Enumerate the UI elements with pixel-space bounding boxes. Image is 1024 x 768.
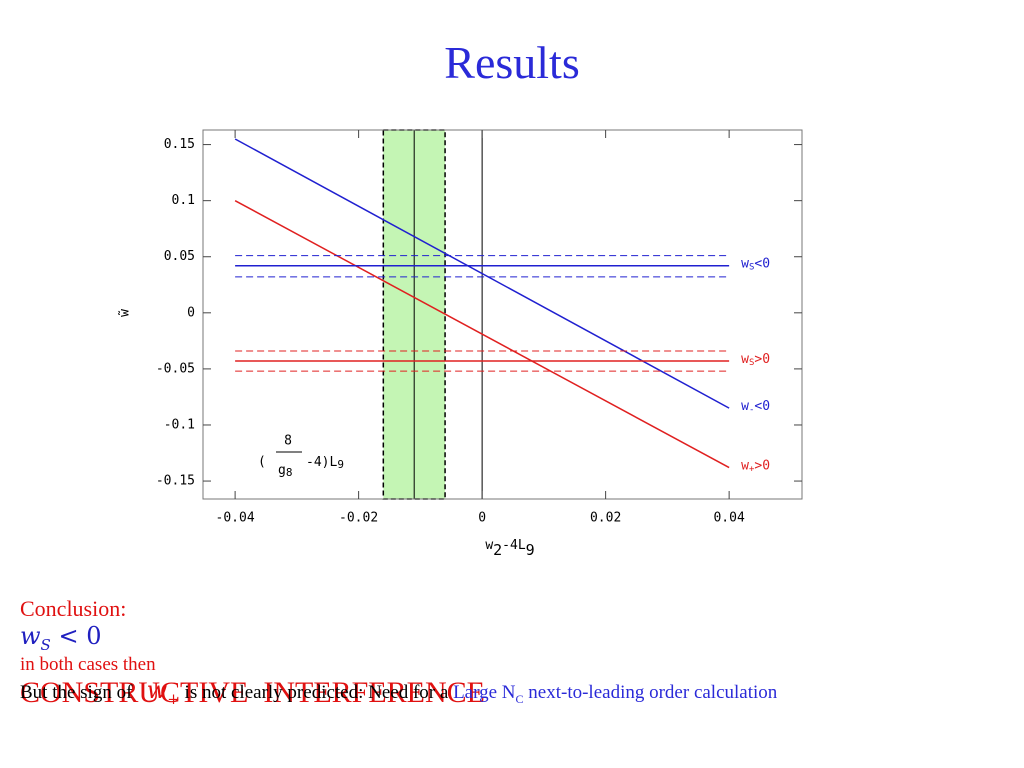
chart: -0.04 -0.02 0 0.02 0.04-0.15-0.1-0.0500.050.…	[118, 129, 803, 559]
y-tick-label: -0.05	[156, 361, 195, 376]
y-tick-label: 0	[187, 305, 195, 320]
conclusion-middle: in both cases then	[20, 653, 156, 675]
series-label: wS<0	[741, 256, 770, 272]
highlight-post: next-to-leading order calculation	[528, 682, 778, 703]
label-base: w	[741, 458, 749, 473]
conclusion-label: Conclusion:	[20, 596, 127, 621]
frame	[202, 129, 803, 500]
math-sub: +	[167, 689, 180, 708]
y-tick-label: -0.15	[156, 474, 195, 489]
x-tick-label: 0.04	[713, 511, 744, 526]
label-rest: >0	[754, 458, 770, 473]
math-rest: < 0	[58, 622, 102, 650]
y-tick-label: 0.1	[172, 193, 195, 208]
label-rest: <0	[754, 399, 770, 414]
slide-title: Results	[444, 37, 580, 88]
note-highlight: Large NC next-to-leading order calculati…	[453, 682, 778, 706]
label-sub: S	[749, 358, 754, 368]
rest-sub: 9	[337, 458, 344, 471]
series-label: w-<0	[741, 399, 770, 415]
label-rest: >0	[754, 352, 770, 367]
conclusion-emphasis: CONSTRUCTIVE INTERFERENCE	[20, 675, 485, 709]
rest-base: -4)L	[306, 455, 337, 470]
label-rest: <0	[754, 256, 770, 271]
label-base: w	[741, 256, 749, 271]
x-axis-label: w2-4L9	[485, 538, 534, 559]
x-tick-label: -0.02	[339, 511, 378, 526]
math-sub: S	[40, 635, 51, 654]
x-tick-label: 0.02	[590, 511, 621, 526]
xl-mid: -4L	[502, 538, 526, 553]
band-label-num: 8	[284, 434, 292, 449]
math-base: w	[20, 622, 41, 650]
conclusion: Conclusion: wS < 0 in both cases then CO…	[12, 578, 485, 710]
label-sub: -	[749, 405, 754, 415]
series-line	[234, 200, 730, 469]
label-sub: +	[749, 464, 755, 474]
note-math: w+	[146, 676, 180, 708]
band-label-rest: -4)L9	[306, 455, 344, 472]
xl-base: w	[485, 538, 493, 553]
band-label-den: g8	[278, 463, 292, 480]
y-tick-label: 0.05	[164, 249, 195, 264]
den-sub: 8	[286, 466, 293, 479]
band-label-open: (	[258, 455, 266, 470]
y-tick-label: 0.15	[164, 137, 195, 152]
xl-sub2: 9	[526, 541, 535, 559]
den-base: g	[278, 463, 286, 478]
note: But the sign of w+ is not clearly predic…	[20, 676, 777, 708]
xl-sub: 2	[493, 541, 502, 559]
x-tick-label: -0.04	[216, 511, 255, 526]
series-label: w+>0	[741, 458, 770, 474]
y-tick-label: -0.1	[164, 417, 195, 432]
note-middle: is not clearly predicted: Need for a	[184, 682, 449, 703]
series-line	[234, 138, 730, 409]
highlight-pre: Large N	[453, 682, 516, 703]
series-label: wS>0	[741, 352, 770, 368]
x-tick-label: 0	[478, 511, 486, 526]
highlight-sub: C	[515, 691, 524, 706]
label-base: w	[741, 399, 749, 414]
note-lead: But the sign of	[20, 682, 133, 703]
label-sub: S	[749, 262, 754, 272]
label-base: w	[741, 352, 749, 367]
conclusion-math: wS < 0	[20, 622, 102, 654]
y-axis-label: w̃	[118, 309, 133, 317]
math-base: w	[146, 676, 168, 704]
